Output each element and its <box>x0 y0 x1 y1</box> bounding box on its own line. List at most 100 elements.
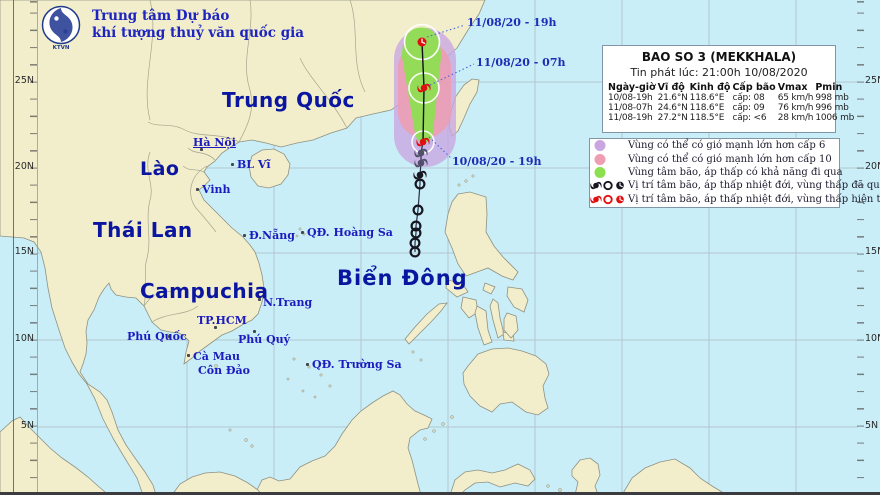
wind-area-cap6-icon <box>594 140 606 152</box>
island-dot-hoangsa <box>301 231 304 234</box>
legend-label: Vùng có thể có gió mạnh lớn hơn cấp 10 <box>628 153 832 165</box>
landmasses <box>0 0 727 495</box>
cell-lon: 118.6°E <box>689 93 725 103</box>
lat-label-25n: 25N <box>14 75 34 86</box>
legend-label: Vị trí tâm bão, áp thấp nhiệt đới, vùng … <box>628 180 880 192</box>
map-frame-line <box>13 0 14 493</box>
lat-label-5n: 5N <box>20 420 34 431</box>
city-label-blvi: BL Vĩ <box>237 158 271 171</box>
left-lat-ticks <box>30 0 37 493</box>
past-storm-point <box>413 170 427 180</box>
cell-lat: 21.6°N <box>657 93 688 103</box>
col-header-pmin: Pmin <box>815 82 843 93</box>
city-dot-danang <box>243 234 246 237</box>
past-position-icons <box>590 181 625 191</box>
track-timestamp-1108-07h: 11/08/20 - 07h <box>476 56 566 69</box>
col-header-category: Cấp bão <box>732 82 776 93</box>
cell-lon: 118.5°E <box>689 113 725 123</box>
cell-lon: 118.6°E <box>689 103 725 113</box>
city-dot-hanoi <box>200 148 203 151</box>
city-label-danang: Đ.Nẵng <box>249 229 295 242</box>
city-label-nhatrang: N.Trang <box>263 296 313 309</box>
cell-lat: 24.6°N <box>657 103 688 113</box>
city-dot-vinh <box>196 188 199 191</box>
city-label-condao: Côn Đảo <box>198 364 250 377</box>
forecast-low-position <box>416 36 428 48</box>
city-label-vinh: Vinh <box>202 183 231 196</box>
country-borders <box>143 0 366 323</box>
city-dot-hcm <box>214 326 217 329</box>
borneo <box>256 390 433 495</box>
lat-label-20n: 20N <box>14 161 34 172</box>
cell-lat: 27.2°N <box>657 113 688 123</box>
city-label-hcm: TP.HCM <box>197 314 247 327</box>
storm-info-panel: BAO SO 3 (MEKKHALA) Tin phát lúc: 21:00h… <box>602 45 854 133</box>
city-dot-phuquoc <box>168 335 171 338</box>
island-dot-truongsa <box>306 363 309 366</box>
cell-vmax: 28 km/h <box>777 113 814 123</box>
lat-label-10n-right: 10N <box>865 333 880 344</box>
panay <box>460 296 479 319</box>
cell-vmax: 65 km/h <box>777 93 814 103</box>
cell-category: cấp: <6 <box>732 113 767 123</box>
table-row: 11/08-19h 27.2°N 118.5°E cấp: <6 28 km/h… <box>607 113 855 123</box>
sulawesi-arm <box>449 463 536 495</box>
mainland-asia <box>0 0 486 495</box>
legend-panel: Vùng có thể có gió mạnh lớn hơn cấp 6 Vù… <box>589 138 880 208</box>
far-island-mass <box>621 458 727 495</box>
org-name-line2: khí tượng thuỷ văn quốc gia <box>92 25 305 41</box>
kttv-logo-icon: KTVN <box>41 5 81 51</box>
legend-item-forecast-symbols: Vị trí tâm bão, áp thấp nhiệt đới, vùng … <box>590 193 880 206</box>
legend-item-cap6: Vùng có thể có gió mạnh lớn hơn cấp 6 <box>590 139 839 152</box>
city-label-phuquy: Phú Quý <box>238 333 291 346</box>
current-forecast-position-icons <box>590 194 625 204</box>
col-header-datetime: Ngày-giờ <box>608 82 656 93</box>
mindanao <box>462 347 550 416</box>
svg-text:KTVN: KTVN <box>53 45 70 51</box>
country-label-china: Trung Quốc <box>222 88 355 112</box>
city-dot-camau <box>187 354 190 357</box>
negros <box>474 305 493 346</box>
mindoro <box>445 279 469 298</box>
legend-label: Vùng có thể có gió mạnh lớn hơn cấp 6 <box>628 140 826 152</box>
island-label-hoangsa: QĐ. Hoàng Sa <box>307 226 393 239</box>
legend-item-past-symbols: Vị trí tâm bão, áp thấp nhiệt đới, vùng … <box>590 179 880 192</box>
city-label-phuquoc: Phú Quốc <box>127 330 187 343</box>
palawan <box>404 302 448 345</box>
cell-category: cấp: 09 <box>732 103 765 113</box>
col-header-lon: Kinh độ <box>689 82 731 93</box>
col-header-vmax: Vmax <box>777 82 808 93</box>
island-label-truongsa: QĐ. Trường Sa <box>312 358 402 371</box>
wind-area-cap10-icon <box>594 153 606 165</box>
legend-label: Vị trí tâm bão, áp thấp nhiệt đới, vùng … <box>628 193 880 205</box>
col-header-lat: Vĩ độ <box>657 82 685 93</box>
forecast-cone <box>394 27 456 167</box>
storm-title: BAO SO 3 (MEKKHALA) <box>641 50 797 64</box>
legend-item-center-path: Vùng tâm bão, áp thấp có khả năng đi qua <box>590 166 843 179</box>
right-lat-ticks <box>857 0 864 493</box>
cell-datetime: 11/08-07h <box>608 103 653 113</box>
forecast-table: Ngày-giờ Vĩ độ Kinh độ Cấp bão Vmax Pmin… <box>607 82 855 123</box>
lat-label-15n: 15N <box>14 246 34 257</box>
samar <box>506 286 529 313</box>
masbate <box>482 282 496 295</box>
country-label-cambodia: Campuchia <box>140 279 269 303</box>
issued-time: Tin phát lúc: 21:00h 10/08/2020 <box>630 66 808 79</box>
hainan <box>248 148 291 189</box>
lat-label-10n: 10N <box>14 333 34 344</box>
country-label-laos: Lào <box>140 158 180 180</box>
luzon <box>444 191 519 281</box>
table-row: 10/08-19h 21.6°N 118.6°E cấp: 08 65 km/h… <box>607 93 855 103</box>
legend-item-cap10: Vùng có thể có gió mạnh lớn hơn cấp 10 <box>590 153 839 166</box>
org-name-line1: Trung tâm Dự báo <box>92 8 230 24</box>
halmahera <box>571 457 601 495</box>
leyte <box>503 312 519 339</box>
country-label-thailand: Thái Lan <box>93 218 193 242</box>
cebu <box>489 298 505 339</box>
city-dot-blvi <box>231 163 234 166</box>
cell-pmin: 996 mb <box>815 103 849 113</box>
axis-line <box>37 0 38 493</box>
cell-datetime: 11/08-19h <box>608 113 653 123</box>
table-row: 11/08-07h 24.6°N 118.6°E cấp: 09 76 km/h… <box>607 103 855 113</box>
